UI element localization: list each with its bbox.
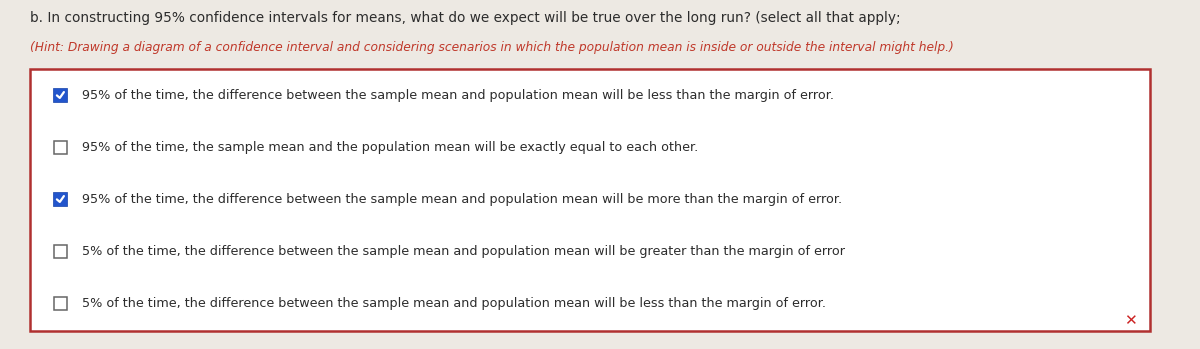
Text: 95% of the time, the difference between the sample mean and population mean will: 95% of the time, the difference between … bbox=[82, 193, 842, 206]
Bar bbox=[54, 193, 66, 206]
Text: 5% of the time, the difference between the sample mean and population mean will : 5% of the time, the difference between t… bbox=[82, 297, 826, 310]
Text: (Hint: Drawing a diagram of a confidence interval and considering scenarios in w: (Hint: Drawing a diagram of a confidence… bbox=[30, 41, 954, 54]
Bar bbox=[30, 69, 1150, 331]
Bar bbox=[54, 89, 66, 102]
Bar bbox=[54, 245, 66, 258]
Bar bbox=[54, 141, 66, 154]
Text: ✕: ✕ bbox=[1123, 313, 1136, 328]
Bar bbox=[54, 297, 66, 310]
Bar bbox=[54, 193, 66, 206]
Text: b. In constructing 95% confidence intervals for means, what do we expect will be: b. In constructing 95% confidence interv… bbox=[30, 11, 901, 25]
Text: 95% of the time, the sample mean and the population mean will be exactly equal t: 95% of the time, the sample mean and the… bbox=[82, 141, 698, 154]
Text: 95% of the time, the difference between the sample mean and population mean will: 95% of the time, the difference between … bbox=[82, 89, 834, 102]
Text: 5% of the time, the difference between the sample mean and population mean will : 5% of the time, the difference between t… bbox=[82, 245, 845, 258]
Bar bbox=[54, 89, 66, 102]
